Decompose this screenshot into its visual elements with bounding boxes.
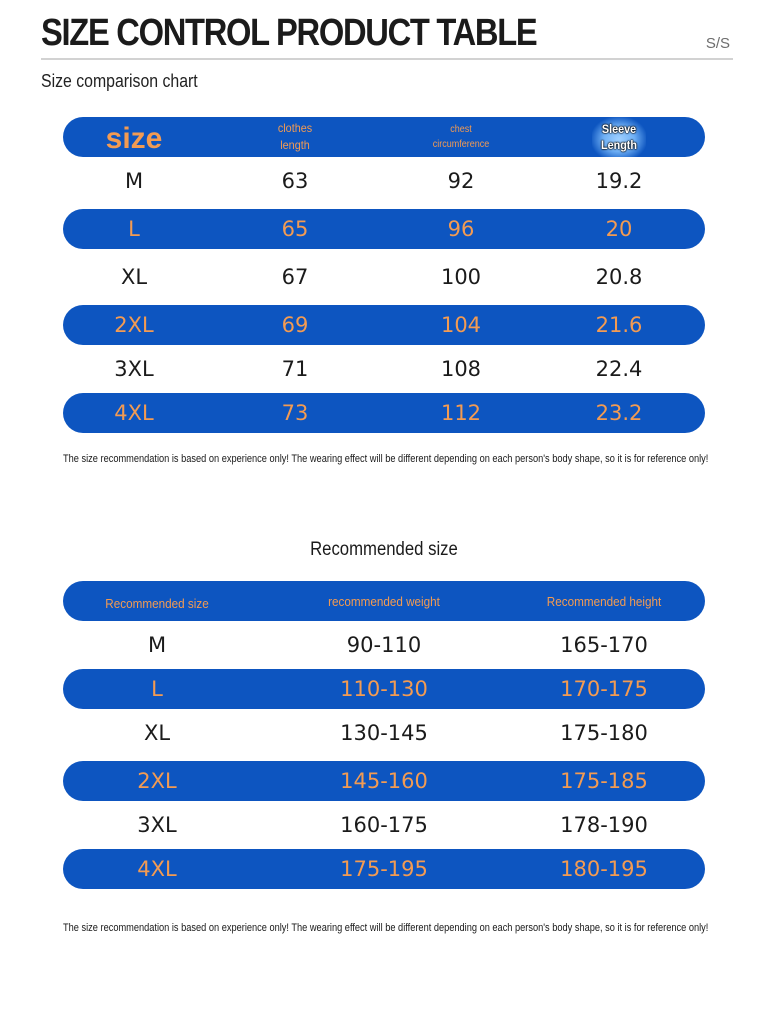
header-chest-line2: circumference xyxy=(432,139,490,150)
size-comparison-table: size clothes length chest circumference … xyxy=(63,117,705,433)
cell-weight: 175-195 xyxy=(340,857,428,881)
cell-chest: 96 xyxy=(447,217,475,241)
cell-weight: 110-130 xyxy=(340,677,428,701)
cell-height: 180-195 xyxy=(560,857,648,881)
cell-height: 175-180 xyxy=(560,721,648,745)
header-clothes-length-line1: clothes xyxy=(277,121,313,135)
cell-height: 175-185 xyxy=(560,769,648,793)
header-recommended-size: Recommended size xyxy=(105,595,209,611)
cell-size: 2XL xyxy=(114,313,154,337)
table-row: 3XL 71 108 22.4 xyxy=(63,349,705,389)
cell-weight: 90-110 xyxy=(346,633,422,657)
cell-sleeve: 23.2 xyxy=(595,401,643,425)
table-row: M 63 92 19.2 xyxy=(63,161,705,201)
cell-length: 65 xyxy=(281,217,309,241)
page-title: SIZE CONTROL PRODUCT TABLE xyxy=(41,12,538,54)
title-divider xyxy=(41,58,733,60)
cell-chest: 92 xyxy=(447,169,475,193)
cell-sleeve: 20 xyxy=(605,217,633,241)
cell-length: 67 xyxy=(281,265,309,289)
cell-sleeve: 19.2 xyxy=(595,169,643,193)
cell-weight: 145-160 xyxy=(340,769,428,793)
table-row: 2XL 145-160 175-185 xyxy=(63,761,705,801)
size-chart-disclaimer: The size recommendation is based on expe… xyxy=(63,453,709,465)
cell-size: 4XL xyxy=(114,401,154,425)
cell-chest: 108 xyxy=(440,357,482,381)
cell-chest: 112 xyxy=(440,401,482,425)
cell-size: 2XL xyxy=(137,769,177,793)
table-header-row: Recommended size recommended weight Reco… xyxy=(63,581,705,621)
cell-weight: 160-175 xyxy=(340,813,428,837)
table-row: XL 67 100 20.8 xyxy=(63,257,705,297)
recommended-size-title-text: Recommended size xyxy=(310,539,458,560)
cell-chest: 104 xyxy=(440,313,482,337)
cell-size: XL xyxy=(120,265,148,289)
cell-sleeve: 22.4 xyxy=(595,357,643,381)
table-row: M 90-110 165-170 xyxy=(63,625,705,665)
cell-chest: 100 xyxy=(440,265,482,289)
header-sleeve-line2: Length xyxy=(601,138,637,152)
cell-size: L xyxy=(128,217,140,241)
recommended-size-table: Recommended size recommended weight Reco… xyxy=(63,581,705,889)
cell-height: 178-190 xyxy=(560,813,648,837)
header-sleeve-length: Sleeve Length xyxy=(592,117,646,157)
recommended-size-title: Recommended size xyxy=(0,539,768,561)
table-row: 4XL 175-195 180-195 xyxy=(63,849,705,889)
cell-length: 63 xyxy=(281,169,309,193)
cell-size: 3XL xyxy=(137,813,177,837)
cell-size: 4XL xyxy=(137,857,177,881)
cell-length: 69 xyxy=(281,313,309,337)
table-row: 4XL 73 112 23.2 xyxy=(63,393,705,433)
cell-size: L xyxy=(151,677,163,701)
table-header-row: size clothes length chest circumference … xyxy=(63,117,705,157)
header-sleeve-line1: Sleeve xyxy=(601,122,637,136)
cell-size: M xyxy=(124,169,144,193)
header-chest-line1: chest xyxy=(450,124,472,135)
header-recommended-height: Recommended height xyxy=(546,593,662,609)
header-chest-circumference: chest circumference xyxy=(433,117,490,157)
page-code: S/S xyxy=(705,35,730,52)
header-recommended-weight: recommended weight xyxy=(328,593,440,609)
cell-sleeve: 20.8 xyxy=(595,265,643,289)
table-row: 3XL 160-175 178-190 xyxy=(63,805,705,845)
cell-size: 3XL xyxy=(114,357,154,381)
table-row: XL 130-145 175-180 xyxy=(63,713,705,753)
header-clothes-length-line2: length xyxy=(280,138,310,152)
page-subtitle: Size comparison chart xyxy=(41,71,198,91)
recommended-size-disclaimer: The size recommendation is based on expe… xyxy=(63,922,709,934)
cell-length: 73 xyxy=(281,401,309,425)
table-row: L 110-130 170-175 xyxy=(63,669,705,709)
cell-sleeve: 21.6 xyxy=(595,313,643,337)
table-row: L 65 96 20 xyxy=(63,209,705,249)
cell-length: 71 xyxy=(281,357,309,381)
cell-weight: 130-145 xyxy=(340,721,428,745)
table-row: 2XL 69 104 21.6 xyxy=(63,305,705,345)
cell-height: 165-170 xyxy=(560,633,648,657)
header-clothes-length: clothes length xyxy=(278,117,312,157)
cell-size: M xyxy=(147,633,167,657)
cell-size: XL xyxy=(143,721,171,745)
cell-height: 170-175 xyxy=(560,677,648,701)
header-size: size xyxy=(105,122,163,155)
